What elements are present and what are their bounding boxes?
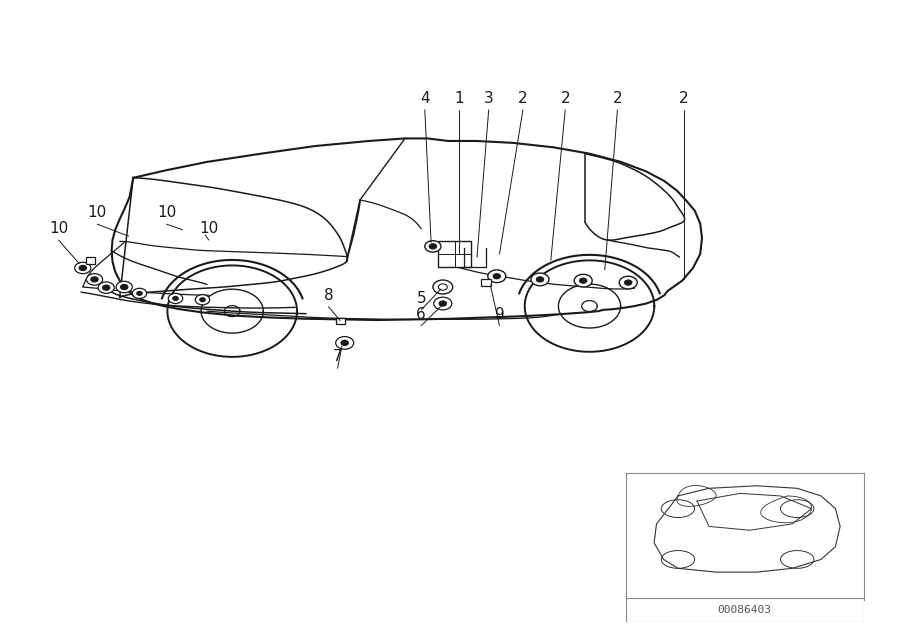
Circle shape — [429, 244, 436, 249]
Circle shape — [341, 340, 348, 345]
Circle shape — [536, 277, 544, 282]
Circle shape — [662, 551, 695, 568]
Text: 8: 8 — [324, 288, 333, 303]
Circle shape — [434, 297, 452, 310]
Bar — [438, 241, 471, 267]
Circle shape — [580, 278, 587, 283]
Text: 1: 1 — [454, 91, 464, 106]
Circle shape — [780, 551, 814, 568]
Circle shape — [116, 281, 132, 293]
Circle shape — [168, 293, 183, 304]
Circle shape — [79, 265, 86, 271]
Circle shape — [439, 301, 446, 306]
Circle shape — [493, 274, 500, 279]
Circle shape — [132, 288, 147, 298]
Circle shape — [336, 337, 354, 349]
Circle shape — [137, 291, 142, 295]
Circle shape — [438, 284, 447, 290]
Bar — [86, 257, 94, 264]
Text: 7: 7 — [333, 349, 342, 364]
Circle shape — [531, 273, 549, 286]
Text: 9: 9 — [495, 307, 504, 322]
Circle shape — [103, 285, 110, 290]
Circle shape — [662, 500, 695, 518]
Text: 3: 3 — [484, 91, 493, 106]
Bar — [336, 318, 345, 324]
Text: 2: 2 — [518, 91, 527, 106]
Circle shape — [75, 262, 91, 274]
Text: 00086403: 00086403 — [718, 605, 772, 615]
Circle shape — [488, 270, 506, 283]
Circle shape — [121, 284, 128, 290]
Text: 10: 10 — [87, 205, 107, 220]
Circle shape — [200, 298, 205, 302]
Text: 2: 2 — [613, 91, 622, 106]
Text: 4: 4 — [420, 91, 429, 106]
Circle shape — [625, 280, 632, 285]
Text: 2: 2 — [680, 91, 688, 106]
Circle shape — [98, 282, 114, 293]
Text: 10: 10 — [199, 221, 219, 236]
Text: 5: 5 — [417, 291, 426, 306]
Circle shape — [619, 276, 637, 289]
Text: 10: 10 — [157, 205, 176, 220]
Circle shape — [425, 241, 441, 252]
Text: 6: 6 — [417, 307, 426, 322]
Circle shape — [86, 274, 103, 285]
Text: 10: 10 — [49, 221, 68, 236]
Circle shape — [195, 295, 210, 305]
Circle shape — [574, 274, 592, 287]
Text: 2: 2 — [561, 91, 570, 106]
Bar — [481, 279, 491, 286]
Circle shape — [433, 280, 453, 294]
Circle shape — [173, 297, 178, 300]
Circle shape — [780, 500, 814, 518]
Circle shape — [91, 277, 98, 282]
